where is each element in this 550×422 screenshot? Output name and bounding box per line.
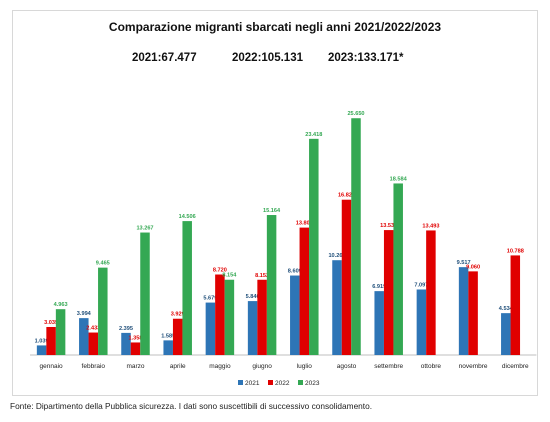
bar-2023-luglio	[309, 138, 319, 355]
bar-2023-febbraio	[98, 267, 108, 355]
data-label-2022-giugno: 8.152	[255, 273, 269, 279]
data-label-2023-aprile: 14.506	[179, 214, 196, 220]
data-label-2023-settembre: 18.584	[390, 176, 408, 182]
data-label-2023-gennaio: 4.963	[54, 302, 68, 308]
bar-2021-aprile	[163, 340, 173, 355]
bar-2022-settembre	[383, 230, 394, 355]
x-tick-label-gennaio: gennaio	[40, 363, 64, 370]
legend-label-2023: 2023	[305, 380, 320, 387]
data-label-2023-agosto: 25.650	[347, 111, 364, 117]
bar-2022-giugno	[257, 279, 267, 355]
bar-2022-novembre	[468, 271, 478, 355]
data-label-2022-aprile: 3.929	[171, 312, 185, 318]
data-label-2021-settembre: 6.919	[372, 284, 386, 290]
bar-2021-giugno	[247, 301, 258, 355]
bar-2022-agosto	[341, 199, 352, 355]
x-tick-label-novembre: novembre	[459, 363, 488, 370]
total-2022: 2022:105.131	[232, 52, 303, 64]
bar-2021-agosto	[332, 260, 342, 355]
chart-title: Comparazione migranti sbarcati negli ann…	[108, 20, 442, 34]
bar-2021-febbraio	[79, 318, 89, 355]
bar-2022-gennaio	[46, 326, 56, 355]
data-label-2023-giugno: 15.164	[263, 208, 281, 214]
x-tick-label-giugno: giugno	[252, 363, 272, 370]
bar-2021-luglio	[290, 275, 300, 355]
data-label-2022-gennaio: 3.035	[44, 320, 58, 326]
bar-2023-maggio	[224, 279, 235, 355]
data-label-2023-maggio: 8.154	[222, 273, 237, 279]
data-label-2023-marzo: 13.267	[136, 226, 153, 232]
data-label-2022-dicembre: 10.788	[507, 248, 524, 254]
data-label-2022-luglio: 13.802	[296, 221, 313, 227]
x-tick-label-marzo: marzo	[126, 363, 144, 370]
bar-2022-maggio	[215, 274, 225, 355]
data-label-2021-aprile: 1.585	[161, 333, 175, 339]
bar-2021-dicembre	[501, 313, 511, 355]
bar-2022-ottobre	[426, 230, 436, 355]
x-tick-label-settembre: settembre	[374, 363, 403, 370]
legend-swatch-2021	[238, 380, 243, 385]
total-2023: 2023:133.171*	[328, 52, 404, 64]
x-tick-label-luglio: luglio	[297, 363, 313, 370]
bar-2021-maggio	[205, 302, 216, 355]
bar-2023-marzo	[140, 232, 150, 355]
data-label-2021-giugno: 5.840	[246, 294, 260, 300]
data-label-2022-novembre: 9.060	[466, 264, 480, 270]
x-tick-label-agosto: agosto	[337, 363, 357, 370]
bar-2023-gennaio	[55, 309, 66, 355]
x-tick-label-dicembre: dicembre	[502, 363, 529, 370]
bar-2021-novembre	[458, 267, 469, 355]
data-label-2021-novembre: 9.517	[457, 260, 471, 266]
bar-2023-giugno	[266, 215, 277, 355]
bar-2021-marzo	[121, 332, 131, 355]
data-label-2023-luglio: 23.418	[305, 132, 322, 138]
x-tick-label-aprile: aprile	[170, 363, 186, 370]
data-label-2021-luglio: 8.609	[288, 269, 302, 275]
data-label-2022-settembre: 13.532	[380, 223, 397, 229]
data-label-2022-ottobre: 13.493	[422, 223, 439, 229]
data-label-2021-marzo: 2.395	[119, 326, 133, 332]
data-label-2021-ottobre: 7.097	[414, 282, 428, 288]
bar-2023-agosto	[351, 118, 361, 355]
data-label-2021-gennaio: 1.039	[35, 338, 49, 344]
x-tick-label-febbraio: febbraio	[82, 363, 106, 370]
bar-2023-settembre	[393, 183, 403, 355]
legend-swatch-2023	[298, 380, 303, 385]
chart-frame	[12, 10, 538, 396]
x-tick-label-maggio: maggio	[209, 363, 231, 370]
bar-2022-aprile	[172, 318, 183, 355]
bar-2021-ottobre	[416, 289, 427, 355]
data-label-2022-agosto: 16.822	[338, 193, 355, 199]
data-label-2022-febbraio: 2.433	[86, 326, 100, 332]
bar-2022-dicembre	[510, 255, 521, 355]
total-2021: 2021:67.477	[132, 52, 197, 64]
bar-chart: 1.039 3.035 4.963 gennaio 3.994 2.433 9.465 feb…	[30, 111, 537, 387]
bar-2022-luglio	[299, 227, 310, 355]
data-label-2021-maggio: 5.679	[203, 296, 217, 302]
data-label-2021-dicembre: 4.534	[499, 306, 514, 312]
data-label-2023-febbraio: 9.465	[96, 261, 110, 267]
bar-2022-febbraio	[88, 332, 99, 355]
data-label-2021-febbraio: 3.994	[77, 311, 92, 317]
legend-label-2022: 2022	[275, 380, 290, 387]
data-label-2022-marzo: 1.358	[129, 335, 143, 341]
bar-2021-gennaio	[36, 345, 47, 355]
data-label-2022-maggio: 8.720	[213, 268, 227, 274]
bar-2022-marzo	[130, 342, 141, 355]
bar-2023-aprile	[182, 221, 192, 355]
legend-swatch-2022	[268, 380, 273, 385]
legend-label-2021: 2021	[245, 380, 260, 387]
bar-2021-settembre	[374, 291, 384, 355]
data-label-2021-agosto: 10.269	[328, 253, 345, 259]
source-note: Fonte: Dipartimento della Pubblica sicur…	[10, 401, 373, 411]
x-tick-label-ottobre: ottobre	[421, 363, 442, 370]
